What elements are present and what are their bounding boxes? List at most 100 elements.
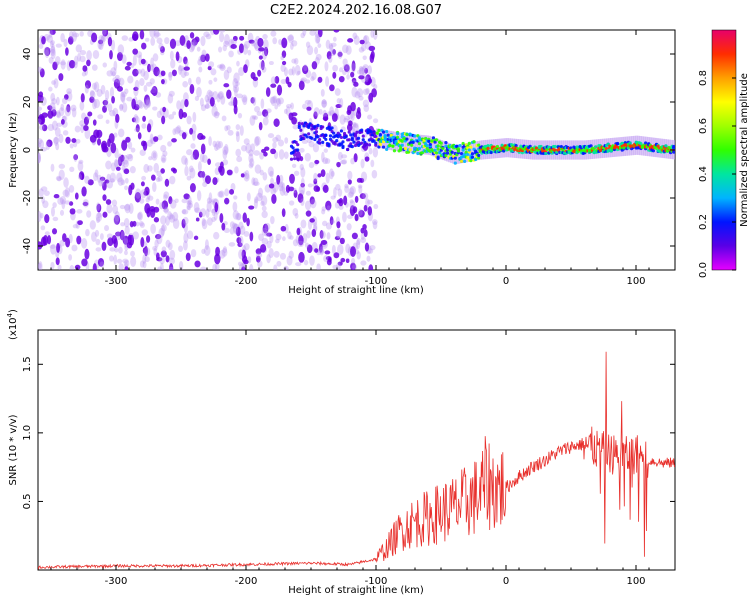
noise-cell (123, 259, 130, 267)
x-tick-label: 100 (626, 276, 645, 287)
noise-cell (104, 97, 109, 109)
noise-cell (57, 264, 62, 270)
noise-cell (92, 82, 97, 90)
noise-cell (62, 233, 67, 243)
noise-cell (155, 234, 162, 240)
noise-cell (264, 146, 270, 151)
noise-cell (60, 33, 65, 43)
noise-cell (300, 167, 306, 178)
noise-cell (113, 60, 118, 71)
noise-cell (242, 43, 248, 55)
noise-cell (126, 96, 133, 102)
noise-cell (309, 218, 315, 223)
noise-cell (362, 55, 367, 61)
noise-cell (74, 55, 79, 65)
signal-cell (313, 137, 317, 142)
noise-cell (124, 203, 131, 214)
noise-cell (118, 77, 125, 86)
noise-cell (304, 79, 311, 84)
noise-cell (168, 71, 173, 81)
noise-cell (198, 66, 203, 73)
noise-cell (134, 128, 140, 133)
bottom-y-axis-label: SNR (10 * v/v) (8, 414, 19, 485)
noise-cell (176, 125, 182, 134)
noise-cell (92, 263, 97, 270)
noise-cell (43, 46, 50, 56)
noise-cell (160, 78, 165, 85)
noise-cell (262, 172, 268, 181)
noise-cell (297, 240, 304, 248)
noise-cell (316, 186, 321, 192)
noise-cell (261, 49, 268, 60)
noise-cell (113, 78, 121, 89)
noise-cell (202, 181, 208, 188)
noise-cell (95, 247, 102, 252)
noise-cell (46, 139, 53, 148)
noise-cell (53, 194, 60, 199)
noise-cell (181, 209, 187, 215)
noise-cell (306, 106, 312, 111)
noise-cell (186, 200, 192, 211)
noise-cell (154, 239, 159, 248)
signal-cell (339, 129, 344, 133)
signal-cell (305, 135, 309, 139)
noise-cell (346, 223, 352, 231)
y-tick-label: -20 (22, 190, 33, 206)
noise-cell (133, 86, 139, 91)
signal-cell (360, 128, 364, 132)
noise-cell (119, 103, 124, 110)
noise-cell (366, 255, 371, 262)
noise-cell (337, 50, 343, 59)
noise-cell (245, 143, 252, 154)
noise-cell (143, 84, 148, 92)
noise-cell (311, 71, 317, 81)
noise-cell (139, 260, 145, 268)
noise-cell (339, 97, 344, 109)
noise-cell (63, 177, 69, 188)
noise-cell (266, 232, 273, 237)
noise-cell (38, 152, 41, 161)
noise-cell (105, 119, 110, 124)
noise-cell (161, 115, 166, 125)
noise-cell (222, 159, 229, 166)
noise-cell (234, 166, 239, 174)
signal-cell (514, 143, 518, 148)
noise-cell (47, 105, 53, 111)
noise-cell (300, 177, 305, 187)
noise-cell (121, 102, 128, 113)
noise-cell (112, 77, 118, 83)
noise-cell (38, 262, 42, 269)
x-tick-label: 100 (626, 576, 645, 587)
noise-cell (56, 110, 61, 118)
noise-cell (117, 177, 124, 186)
noise-cell (328, 42, 334, 50)
noise-cell (75, 44, 82, 53)
noise-cell (38, 142, 42, 148)
noise-cell (364, 156, 370, 162)
noise-cell (122, 258, 129, 264)
noise-cell (281, 208, 286, 218)
noise-cell (142, 254, 147, 264)
signal-cell (651, 149, 656, 153)
noise-cell (291, 163, 297, 169)
noise-cell (344, 185, 350, 193)
noise-cell (136, 99, 143, 109)
noise-cell (324, 158, 331, 164)
noise-cell (38, 43, 44, 49)
noise-cell (182, 80, 189, 88)
x-tick-label: -300 (105, 276, 128, 287)
noise-cell (196, 190, 202, 202)
noise-cell (345, 243, 351, 254)
noise-cell (272, 95, 278, 104)
noise-cell (192, 149, 200, 160)
noise-cell (350, 110, 355, 122)
signal-cell (486, 146, 490, 150)
noise-cell (41, 124, 48, 132)
noise-cell (343, 195, 348, 206)
signal-cell (672, 146, 675, 150)
noise-cell (44, 231, 50, 236)
noise-cell (127, 141, 133, 150)
noise-cell (80, 93, 85, 103)
